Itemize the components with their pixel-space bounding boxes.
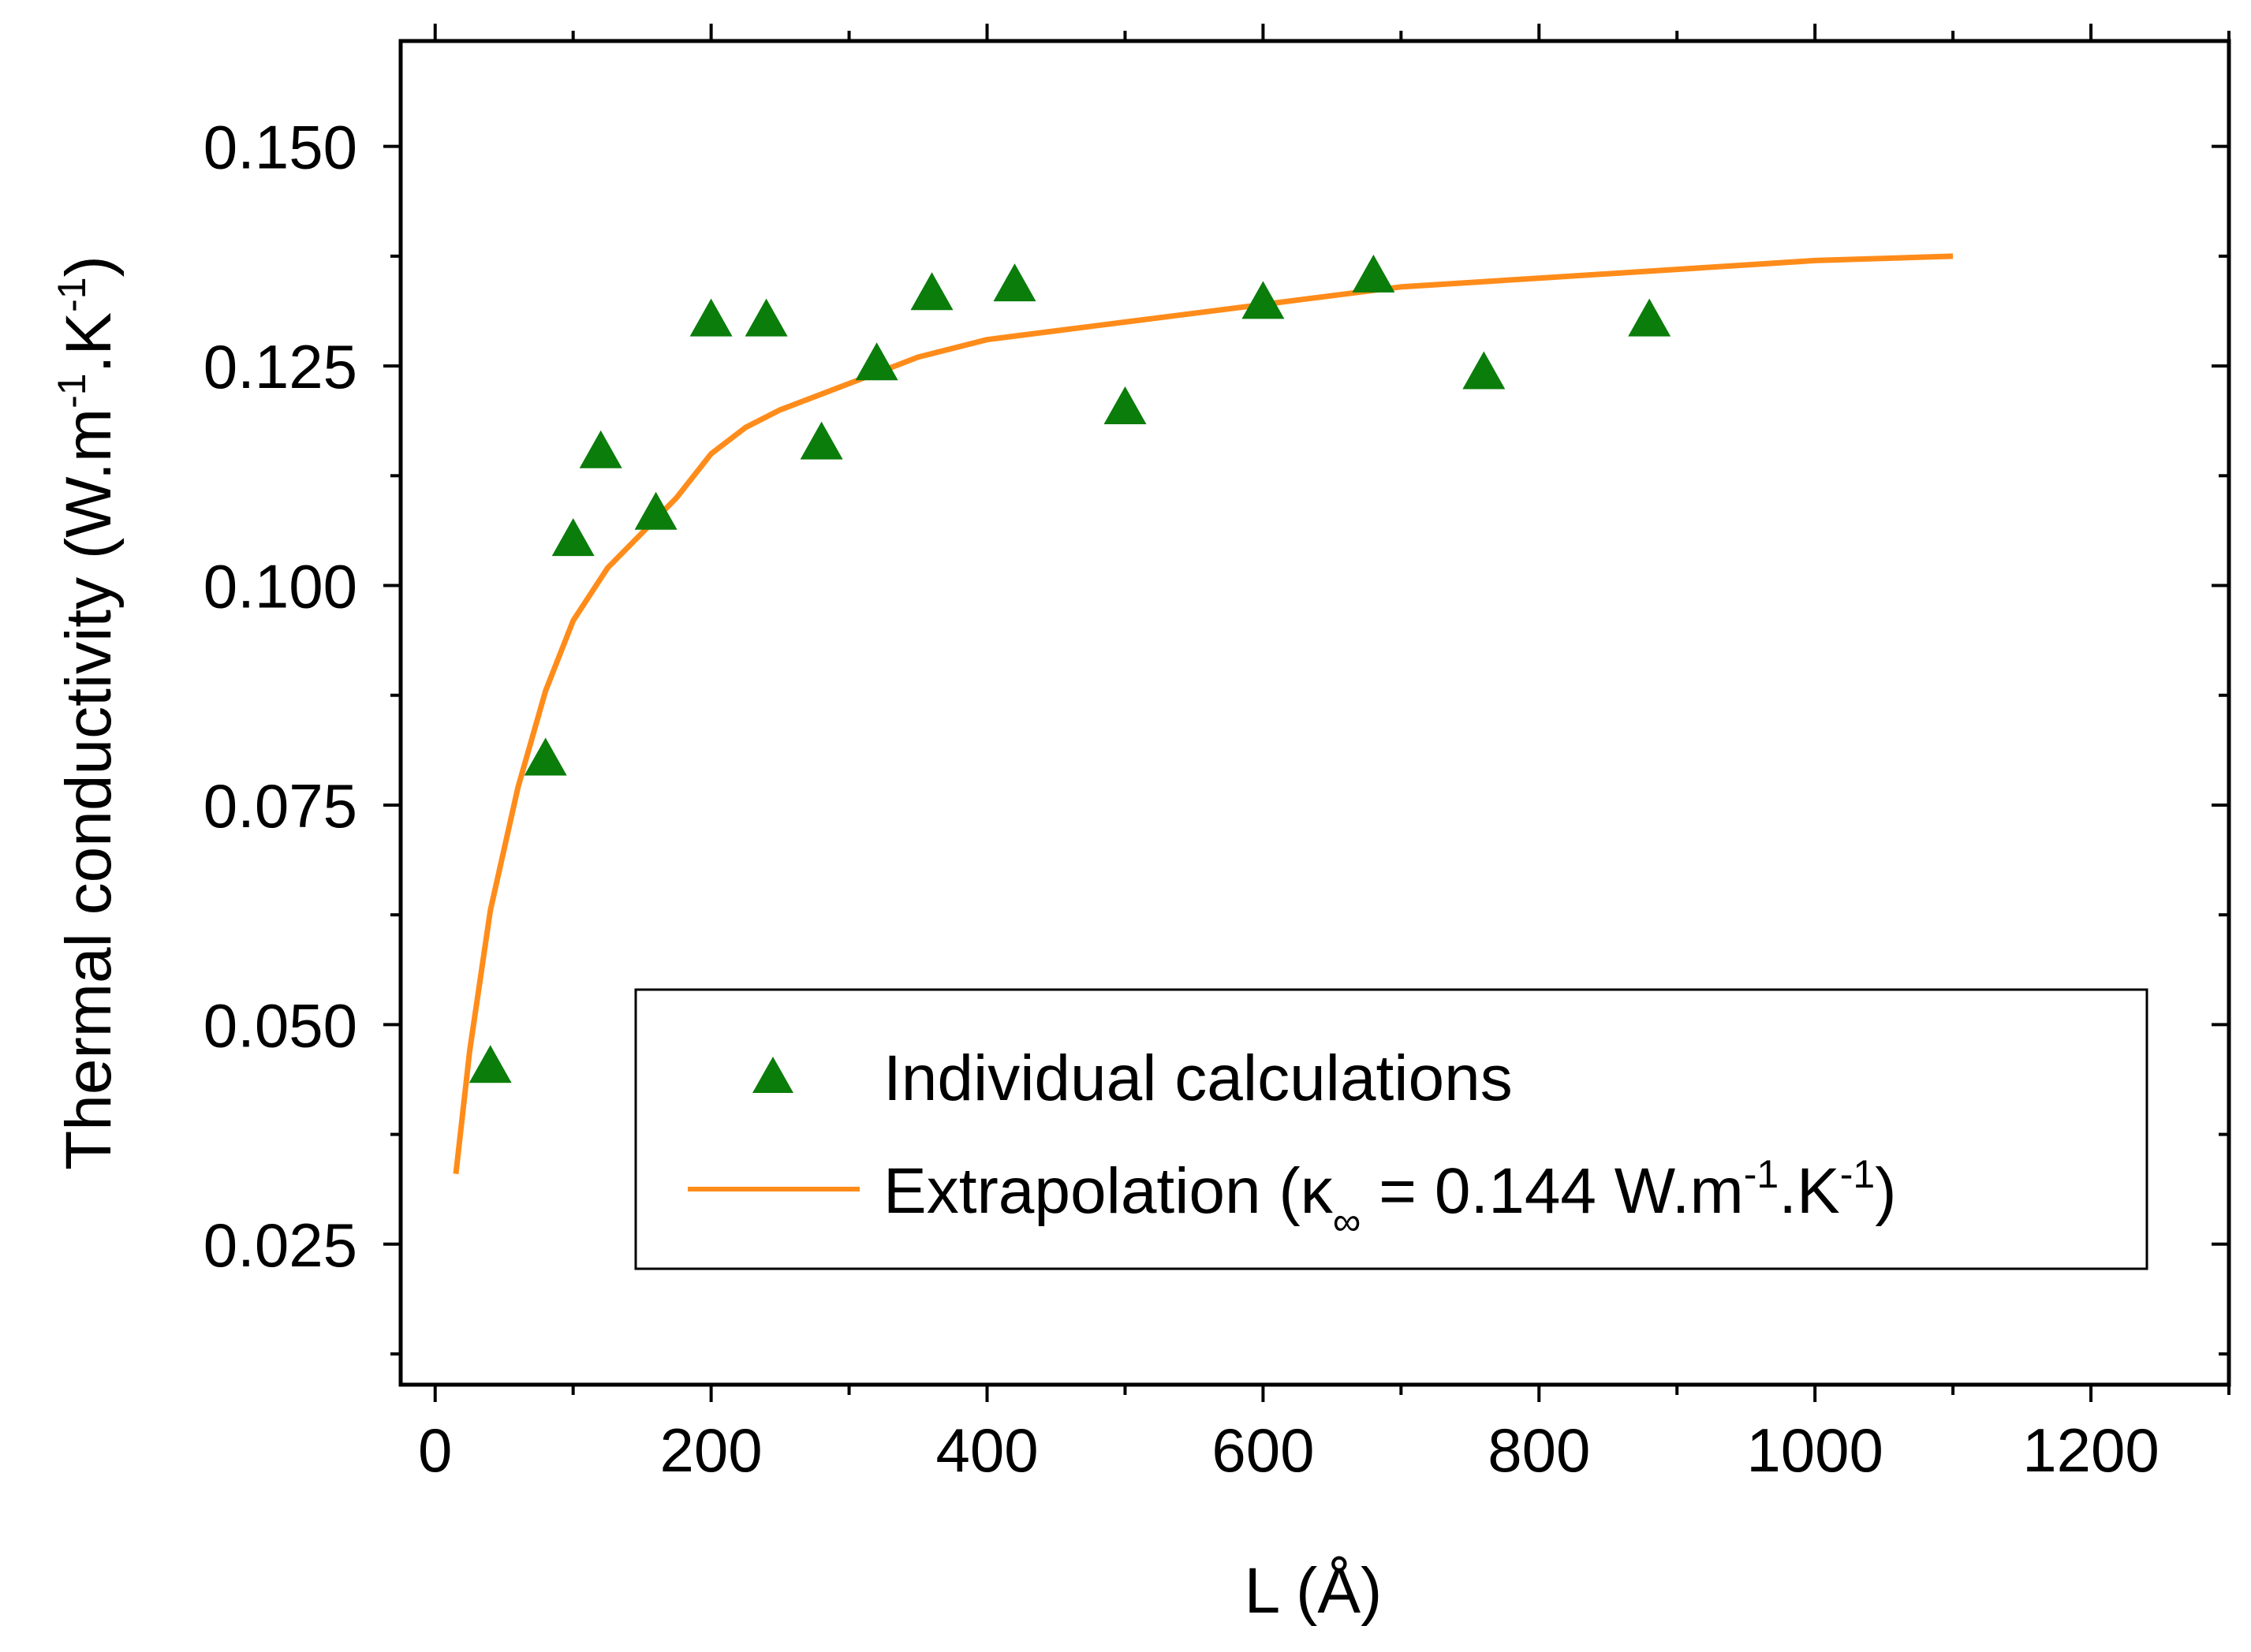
y-axis-title-sup2: -1 [50,277,94,311]
data-point-triangle [1103,386,1147,424]
legend-box [634,988,2148,1270]
data-point-triangle [855,342,898,381]
x-axis-title: L (Å) [1245,1555,1383,1627]
individual-calculations-series [468,254,1671,1083]
data-point-triangle [1628,298,1671,337]
data-point-triangle [993,263,1036,302]
y-axis-title-mid: .K [53,312,125,373]
y-tick-label: 0.050 [203,990,357,1060]
legend-extrap-sub: ∞ [1333,1199,1361,1244]
y-tick-label: 0.125 [203,332,357,401]
extrapolation-series [453,253,1954,1175]
extrapolation-line [453,253,1954,1175]
y-axis-title-main: Thermal conductivity (W.m [53,408,125,1170]
legend-extrap-end: ) [1875,1155,1896,1227]
y-axis-title-sup1: -1 [50,373,94,408]
data-point-triangle [468,1045,512,1083]
data-point-triangle [689,298,733,337]
data-point-triangle [524,737,567,776]
legend-label-extrapolation: Extrapolation (κ∞ = 0.144 W.m-1.K-1) [883,1152,1897,1244]
data-point-triangle [1241,281,1285,319]
data-point-triangle [634,491,678,530]
x-tick-label: 400 [935,1415,1038,1485]
plot-frame [398,39,2231,1387]
x-tick-label: 0 [418,1415,452,1485]
legend: Individual calculations Extrapolation (κ… [634,988,2148,1270]
y-tick-label: 0.150 [203,113,357,182]
y-axis-title-end: ) [53,255,125,277]
legend-extrap-sup2: -1 [1840,1152,1875,1196]
x-tick-label: 1000 [1746,1415,1883,1485]
x-tick-label: 1200 [2022,1415,2160,1485]
data-point-triangle [800,421,843,460]
data-point-triangle [910,272,954,311]
y-tick-label: 0.025 [203,1210,357,1280]
data-point-triangle [745,298,788,337]
legend-extrap-value: = 0.144 W.m [1361,1155,1743,1227]
x-tick-label: 600 [1211,1415,1314,1485]
x-tick-label: 800 [1488,1415,1590,1485]
legend-extrap-prefix: Extrapolation (κ [883,1155,1334,1227]
y-tick-label: 0.075 [203,771,357,841]
legend-extrap-mid: .K [1779,1155,1839,1227]
data-point-triangle [579,430,622,468]
axis-ticks [383,24,2230,1402]
y-tick-label: 0.100 [203,552,357,621]
x-tick-label: 200 [660,1415,763,1485]
legend-label-individual: Individual calculations [883,1042,1513,1114]
y-axis-title: Thermal conductivity (W.m-1.K-1) [50,255,125,1170]
legend-triangle-icon [752,1057,793,1093]
legend-extrap-sup1: -1 [1744,1152,1779,1196]
data-point-triangle [1352,254,1395,293]
data-point-triangle [551,518,595,557]
data-point-triangle [1462,351,1506,390]
tick-labels: 0 200 400 600 800 1000 1200 0.025 0.050 0.075 0.10… [203,113,2160,1485]
